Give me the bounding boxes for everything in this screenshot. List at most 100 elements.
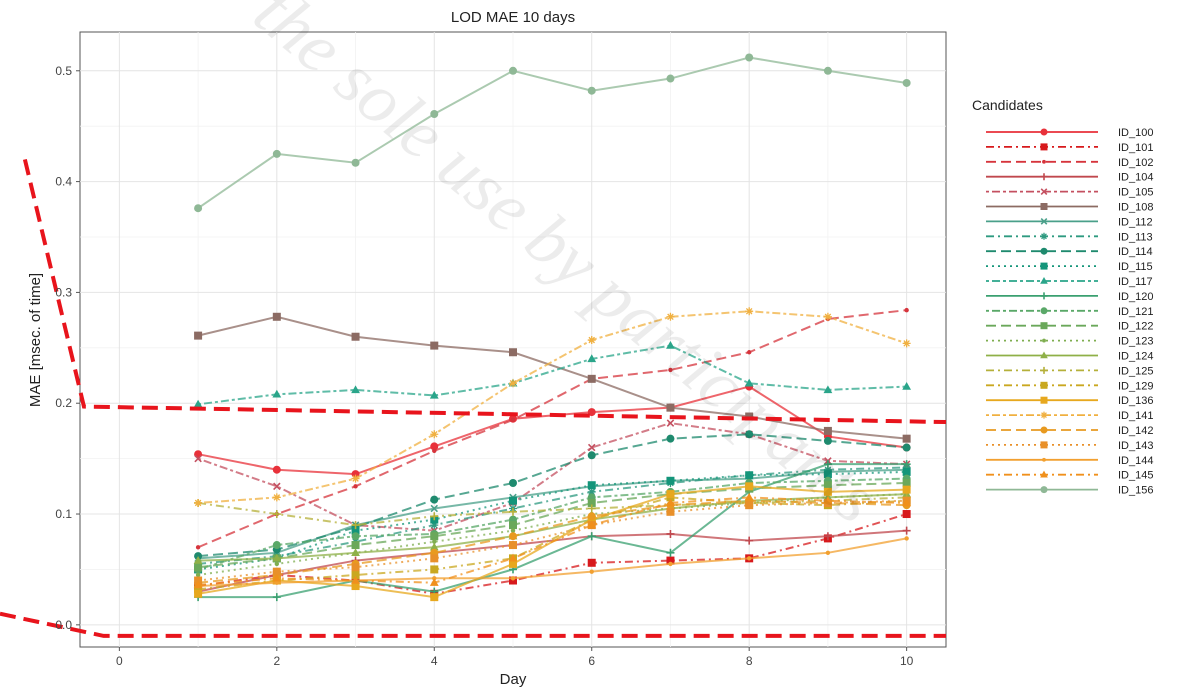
data-point [272, 567, 281, 576]
legend-label: ID_120 [1118, 291, 1153, 303]
data-point [823, 496, 833, 504]
data-point [193, 555, 203, 564]
x-tick-label: 8 [746, 654, 753, 668]
data-point [746, 556, 752, 561]
y-tick-label: 0.4 [55, 175, 72, 189]
data-point [587, 512, 596, 521]
data-point [351, 541, 360, 550]
series-line [197, 470, 907, 571]
data-point [745, 482, 754, 491]
data-point [195, 572, 201, 578]
legend-label: ID_113 [1118, 231, 1153, 243]
legend-item-ID_108: ID_108 [986, 202, 1153, 214]
data-point [902, 381, 912, 390]
data-point [272, 510, 281, 519]
data-point [902, 510, 911, 519]
legend-label: ID_117 [1118, 276, 1153, 288]
legend-key-marker [1040, 470, 1048, 478]
data-point [195, 545, 201, 550]
data-point [823, 460, 832, 469]
data-point [194, 450, 203, 459]
y-axis-label: MAE [msec. of time] [27, 273, 44, 407]
data-point [904, 536, 909, 541]
data-point [745, 536, 754, 545]
legend-label: ID_122 [1118, 321, 1153, 333]
legend-label: ID_124 [1118, 351, 1153, 363]
legend-item-ID_102: ID_102 [986, 157, 1153, 169]
legend-key-marker [1040, 426, 1048, 434]
data-point [351, 332, 360, 341]
data-point [823, 532, 832, 541]
series-ID_145 [193, 492, 912, 589]
legend-label: ID_125 [1118, 365, 1153, 377]
legend-item-ID_115: ID_115 [986, 261, 1153, 273]
legend-key-marker [1040, 173, 1048, 181]
data-point [902, 434, 911, 443]
data-point [902, 78, 911, 87]
data-point [823, 385, 833, 394]
data-point [272, 312, 281, 321]
legend-title: Candidates [972, 97, 1043, 113]
data-point [430, 495, 439, 504]
data-point [430, 554, 439, 563]
data-point [353, 484, 358, 489]
legend-item-ID_136: ID_136 [986, 395, 1153, 407]
series-line [197, 513, 907, 595]
legend-label: ID_136 [1118, 395, 1153, 407]
data-point [351, 582, 360, 591]
annotation-layer [0, 158, 947, 638]
series-line [197, 422, 907, 532]
data-point [902, 479, 911, 487]
data-point [351, 532, 360, 541]
series-line [197, 309, 907, 549]
data-point [668, 367, 673, 373]
data-point [429, 542, 439, 551]
legend-key-marker [1040, 128, 1048, 136]
data-point [902, 443, 911, 452]
legend-key-marker [1040, 486, 1048, 494]
legend-label: ID_100 [1118, 127, 1153, 139]
legend-key-marker [1040, 188, 1048, 195]
legend-key-marker [1040, 203, 1048, 210]
data-point [509, 379, 517, 388]
data-point [272, 389, 282, 398]
series-line [198, 463, 907, 599]
data-point [666, 498, 675, 507]
data-point [351, 526, 360, 535]
data-point [745, 471, 754, 480]
legend-item-ID_141: ID_141 [986, 410, 1153, 422]
series-line [197, 496, 907, 591]
legend-label: ID_156 [1118, 485, 1153, 497]
data-point [745, 307, 754, 316]
data-point [666, 490, 675, 499]
legend-label: ID_101 [1118, 142, 1153, 154]
data-point [823, 66, 832, 75]
data-point [587, 558, 596, 567]
legend-label: ID_143 [1118, 440, 1153, 452]
data-point [351, 548, 360, 557]
legend-key-marker [1040, 232, 1048, 240]
y-tick-label: 0.2 [55, 396, 72, 410]
legend: Candidates ID_100ID_101ID_102ID_104ID_10… [972, 97, 1153, 497]
legend-item-ID_121: ID_121 [986, 306, 1153, 318]
data-point [587, 443, 596, 452]
legend-label: ID_105 [1118, 187, 1153, 199]
data-point [902, 485, 911, 494]
legend-label: ID_141 [1118, 410, 1153, 422]
series-line [198, 433, 907, 558]
data-point [509, 541, 517, 550]
data-point [429, 578, 439, 586]
x-tick-label: 0 [116, 654, 123, 668]
legend-key-marker [1040, 218, 1048, 225]
legend-item-ID_145: ID_145 [986, 470, 1153, 482]
x-ticks: 0 2 4 6 8 10 [116, 647, 914, 668]
data-point [272, 149, 281, 158]
data-point [194, 204, 203, 213]
data-point [272, 493, 281, 502]
data-point [902, 498, 912, 507]
data-point [193, 580, 203, 589]
data-point [823, 487, 832, 496]
data-point [666, 419, 675, 427]
data-point [745, 53, 754, 62]
legend-label: ID_123 [1118, 336, 1153, 348]
